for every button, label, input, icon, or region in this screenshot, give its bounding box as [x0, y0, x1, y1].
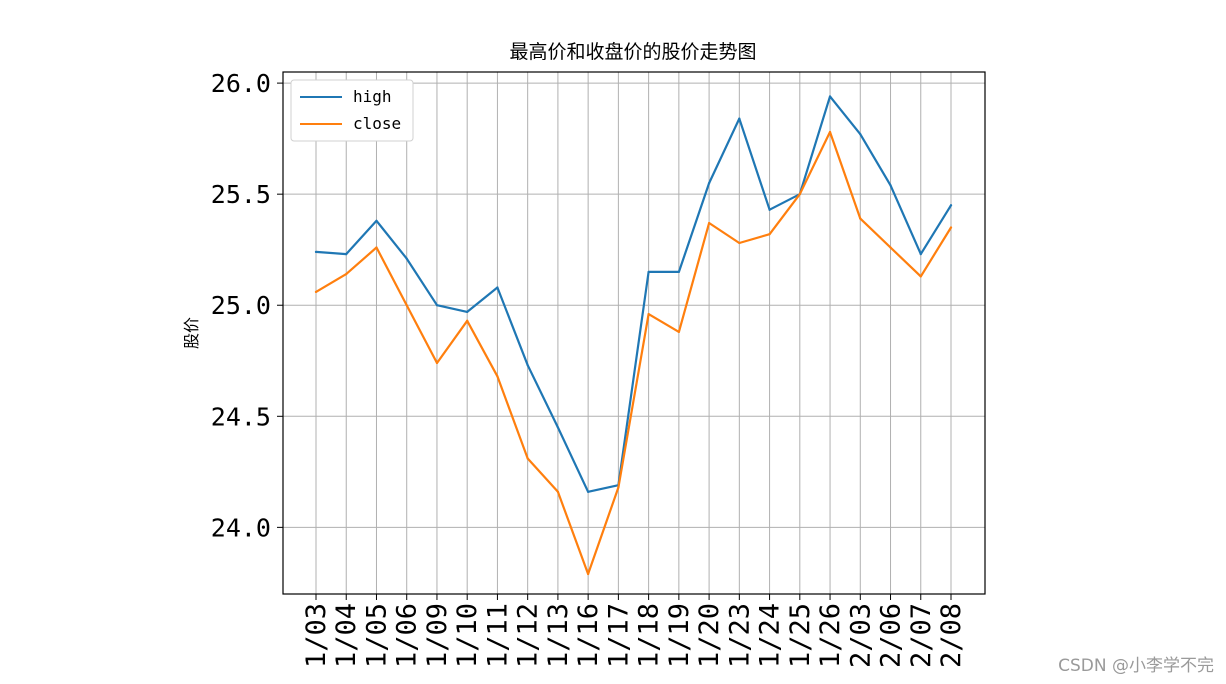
data-point-close: [707, 221, 711, 225]
x-tick-label: 1/13: [543, 603, 574, 668]
data-point-close: [889, 246, 892, 249]
data-point-close: [798, 193, 801, 196]
legend-box: [290, 79, 414, 142]
x-tick-label: 2/08: [936, 603, 967, 668]
x-tick-label: 1/16: [573, 603, 604, 668]
data-point-high: [405, 257, 408, 260]
data-point-close: [738, 241, 741, 245]
watermark: CSDN @小李学不完: [1058, 656, 1214, 676]
x-tick-label: 1/11: [482, 603, 513, 668]
data-point-high: [738, 117, 741, 120]
y-tick-label: 24.5: [211, 402, 271, 431]
x-tick-label: 1/19: [664, 603, 695, 668]
data-point-close: [314, 290, 318, 294]
data-point-high: [828, 95, 832, 98]
x-tick-label: 1/10: [452, 603, 483, 668]
y-axis: 24.0 24.5 25.0 25.5 26.0: [211, 69, 283, 542]
data-point-close: [949, 226, 953, 229]
x-tick-label: 2/06: [876, 603, 907, 668]
x-tick-label: 2/03: [845, 603, 876, 668]
x-tick-label: 1/05: [361, 603, 392, 668]
data-point-close: [435, 361, 439, 365]
data-point-high: [889, 184, 892, 187]
data-point-close: [466, 319, 469, 322]
series-line-high: [314, 95, 953, 493]
data-point-high: [677, 270, 680, 274]
plot-area-frame: [282, 71, 986, 595]
data-point-close: [375, 246, 378, 249]
data-point-close: [859, 217, 862, 220]
data-point-close: [405, 304, 408, 307]
data-point-high: [647, 270, 650, 274]
data-point-high: [526, 364, 529, 367]
data-point-high: [466, 310, 469, 313]
data-point-close: [828, 130, 832, 134]
data-point-close: [647, 313, 650, 316]
data-point-high: [345, 253, 348, 256]
data-point-close: [919, 275, 922, 278]
chart-title: 最高价和收盘价的股价走势图: [509, 41, 756, 63]
x-tick-label: 1/23: [724, 603, 755, 668]
x-tick-label: 1/17: [603, 603, 634, 668]
data-point-high: [768, 208, 771, 211]
x-tick-label: 1/26: [815, 603, 846, 668]
y-axis-label: 股价: [182, 317, 201, 349]
data-point-high: [496, 286, 499, 289]
data-point-close: [617, 486, 620, 489]
data-point-high: [375, 219, 378, 222]
x-tick-label: 1/25: [785, 603, 816, 668]
x-tick-label: 1/03: [301, 603, 332, 668]
data-point-close: [587, 572, 590, 576]
x-tick-label: 1/04: [331, 603, 362, 668]
x-tick-label: 2/07: [906, 603, 937, 668]
data-point-close: [345, 273, 348, 276]
data-point-high: [949, 204, 953, 207]
data-point-high: [314, 250, 318, 254]
legend-label-high: high: [353, 87, 392, 106]
series-line-close: [314, 130, 953, 576]
y-tick-label: 25.5: [211, 180, 271, 209]
data-point-close: [768, 233, 771, 236]
data-point-high: [919, 253, 922, 256]
legend: high close: [290, 79, 414, 142]
data-point-high: [587, 490, 590, 493]
data-point-high: [556, 426, 560, 429]
data-point-high: [707, 181, 711, 185]
x-tick-label: 1/20: [694, 603, 725, 668]
x-axis: 1/03 1/04 1/05 1/06 1/09 1/10 1/11 1/12 1/13 1/16…: [301, 594, 967, 668]
legend-label-close: close: [353, 114, 401, 133]
y-tick-label: 25.0: [211, 291, 271, 320]
data-point-close: [496, 375, 499, 378]
series-layer: [314, 95, 953, 576]
data-point-high: [859, 133, 862, 136]
x-tick-label: 1/24: [755, 603, 786, 668]
y-tick-label: 24.0: [211, 513, 271, 542]
data-point-close: [677, 330, 680, 333]
x-tick-label: 1/06: [392, 603, 423, 668]
data-point-close: [556, 490, 560, 493]
x-tick-label: 1/18: [634, 603, 665, 668]
y-tick-label: 26.0: [211, 69, 271, 98]
x-tick-label: 1/09: [422, 603, 453, 668]
data-point-high: [435, 304, 439, 307]
grid: [283, 72, 985, 594]
data-point-close: [526, 457, 529, 460]
x-tick-label: 1/12: [513, 603, 544, 668]
